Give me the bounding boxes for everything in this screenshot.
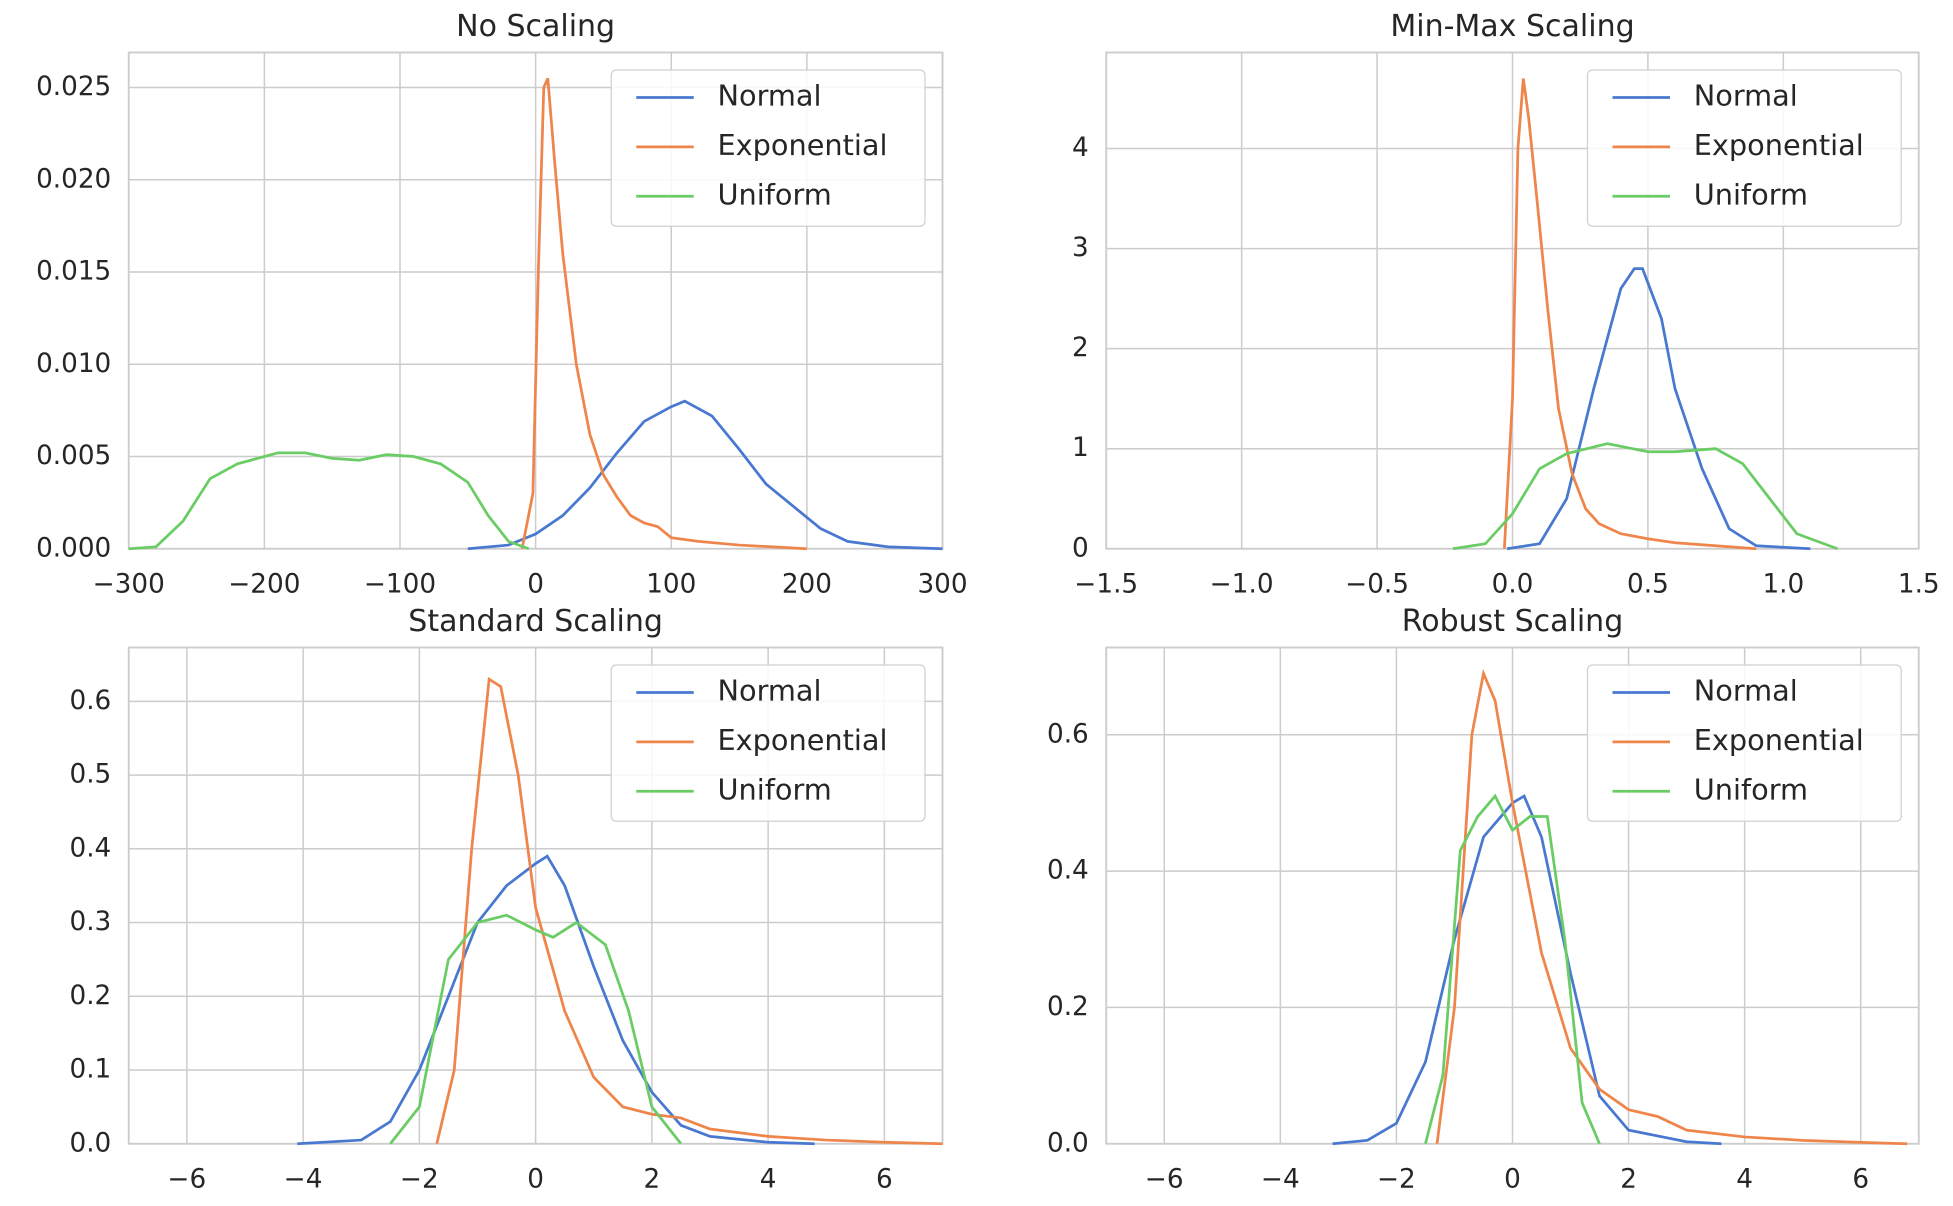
density-line — [128, 451, 530, 551]
density-line — [1503, 78, 1757, 551]
chart-title: Min-Max Scaling — [1390, 9, 1634, 44]
subplot: Standard Scaling −6 −4 −2 0 2 4 6 0.0 0.1 0.2 0.3 0.… — [70, 604, 944, 1195]
x-tick-label: 1.0 — [1762, 570, 1804, 600]
y-tick-label: 0.1 — [70, 1055, 112, 1085]
legend-box — [610, 69, 926, 227]
y-tick-label: 0.000 — [36, 533, 111, 563]
x-tick-label: 300 — [917, 570, 967, 600]
x-tick-label: 1.5 — [1898, 570, 1940, 600]
density-line — [1424, 793, 1601, 1145]
legend-label: Normal — [718, 674, 822, 708]
density-line — [1332, 794, 1722, 1146]
y-tick-label: 0.4 — [70, 833, 112, 863]
chart-title: Standard Scaling — [408, 604, 663, 639]
y-tick-label: 4 — [1072, 133, 1089, 163]
x-tick-label: 4 — [1736, 1165, 1753, 1195]
x-tick-label: 100 — [646, 570, 696, 600]
x-tick-label: −2 — [400, 1165, 439, 1195]
density-line — [435, 676, 943, 1146]
legend-label: Normal — [1694, 79, 1798, 113]
subplot: Min-Max Scaling −1.5 −1.0 −0.5 0.0 0.5 1.0 1.5 0… — [1072, 9, 1940, 600]
y-tick-label: 0.2 — [1047, 992, 1089, 1022]
x-tick-label: −6 — [168, 1165, 207, 1195]
plot-frame — [127, 51, 944, 550]
y-tick-label: 0.0 — [1047, 1128, 1089, 1158]
x-tick-label: −4 — [1261, 1165, 1300, 1195]
plot-frame — [1105, 646, 1920, 1145]
y-tick-label: 0.020 — [36, 164, 111, 194]
legend-label: Uniform — [718, 177, 832, 211]
y-tick-label: 0.5 — [70, 760, 112, 790]
y-tick-label: 0.4 — [1047, 856, 1089, 886]
y-tick-label: 2 — [1072, 333, 1089, 363]
density-line — [520, 77, 807, 551]
legend-box — [1586, 69, 1902, 227]
x-tick-label: 0 — [527, 1165, 544, 1195]
legend-label: Normal — [718, 79, 822, 113]
x-tick-label: −100 — [364, 570, 436, 600]
density-line — [1506, 267, 1811, 551]
x-tick-label: −300 — [93, 570, 165, 600]
x-tick-label: 6 — [1852, 1165, 1869, 1195]
y-tick-label: 0.005 — [36, 441, 111, 471]
y-tick-label: 0.2 — [70, 981, 112, 1011]
legend-box — [1586, 664, 1902, 822]
legend-label: Uniform — [1694, 177, 1808, 211]
y-tick-label: 0.3 — [70, 907, 112, 937]
x-tick-label: 200 — [782, 570, 832, 600]
subplot: Robust Scaling −6 −4 −2 0 2 4 6 0.0 0.2 0.4 0.6 Norm… — [1047, 604, 1920, 1195]
density-line — [297, 854, 815, 1146]
x-tick-label: −4 — [284, 1165, 323, 1195]
x-tick-label: 0 — [527, 570, 544, 600]
x-tick-label: −6 — [1145, 1165, 1184, 1195]
legend-label: Uniform — [1694, 772, 1808, 806]
y-tick-label: 0.6 — [70, 686, 112, 716]
plot-frame — [127, 646, 944, 1145]
x-tick-label: 2 — [644, 1165, 661, 1195]
y-tick-label: 1 — [1072, 433, 1089, 463]
x-tick-label: 0.0 — [1492, 570, 1534, 600]
density-line — [389, 913, 683, 1145]
legend-label: Exponential — [1694, 128, 1864, 162]
y-tick-label: 0.6 — [1047, 719, 1089, 749]
x-tick-label: 6 — [876, 1165, 893, 1195]
chart-title: No Scaling — [456, 9, 615, 44]
x-tick-label: 0.5 — [1627, 570, 1669, 600]
y-tick-label: 0.0 — [70, 1128, 112, 1158]
legend-label: Exponential — [718, 128, 888, 162]
density-line — [1435, 668, 1908, 1146]
x-tick-label: −1.5 — [1074, 570, 1138, 600]
subplot: No Scaling −300 −200 −100 0 100 200 300 0.000 0.0… — [36, 9, 967, 600]
density-line — [1452, 442, 1838, 551]
y-tick-label: 0 — [1072, 533, 1089, 563]
density-line — [467, 399, 943, 551]
x-tick-label: −2 — [1377, 1165, 1416, 1195]
legend-label: Exponential — [718, 723, 888, 757]
y-tick-label: 3 — [1072, 233, 1089, 263]
y-tick-label: 0.010 — [36, 349, 111, 379]
legend-label: Exponential — [1694, 723, 1864, 757]
x-tick-label: 2 — [1620, 1165, 1637, 1195]
x-tick-label: 4 — [760, 1165, 777, 1195]
legend-label: Normal — [1694, 674, 1798, 708]
x-tick-label: −200 — [228, 570, 300, 600]
legend-box — [610, 664, 926, 822]
x-tick-label: 0 — [1504, 1165, 1521, 1195]
y-tick-label: 0.015 — [36, 257, 111, 287]
legend-label: Uniform — [718, 772, 832, 806]
x-tick-label: −1.0 — [1210, 570, 1274, 600]
chart-title: Robust Scaling — [1402, 604, 1623, 639]
y-tick-label: 0.025 — [36, 72, 111, 102]
x-tick-label: −0.5 — [1345, 570, 1409, 600]
